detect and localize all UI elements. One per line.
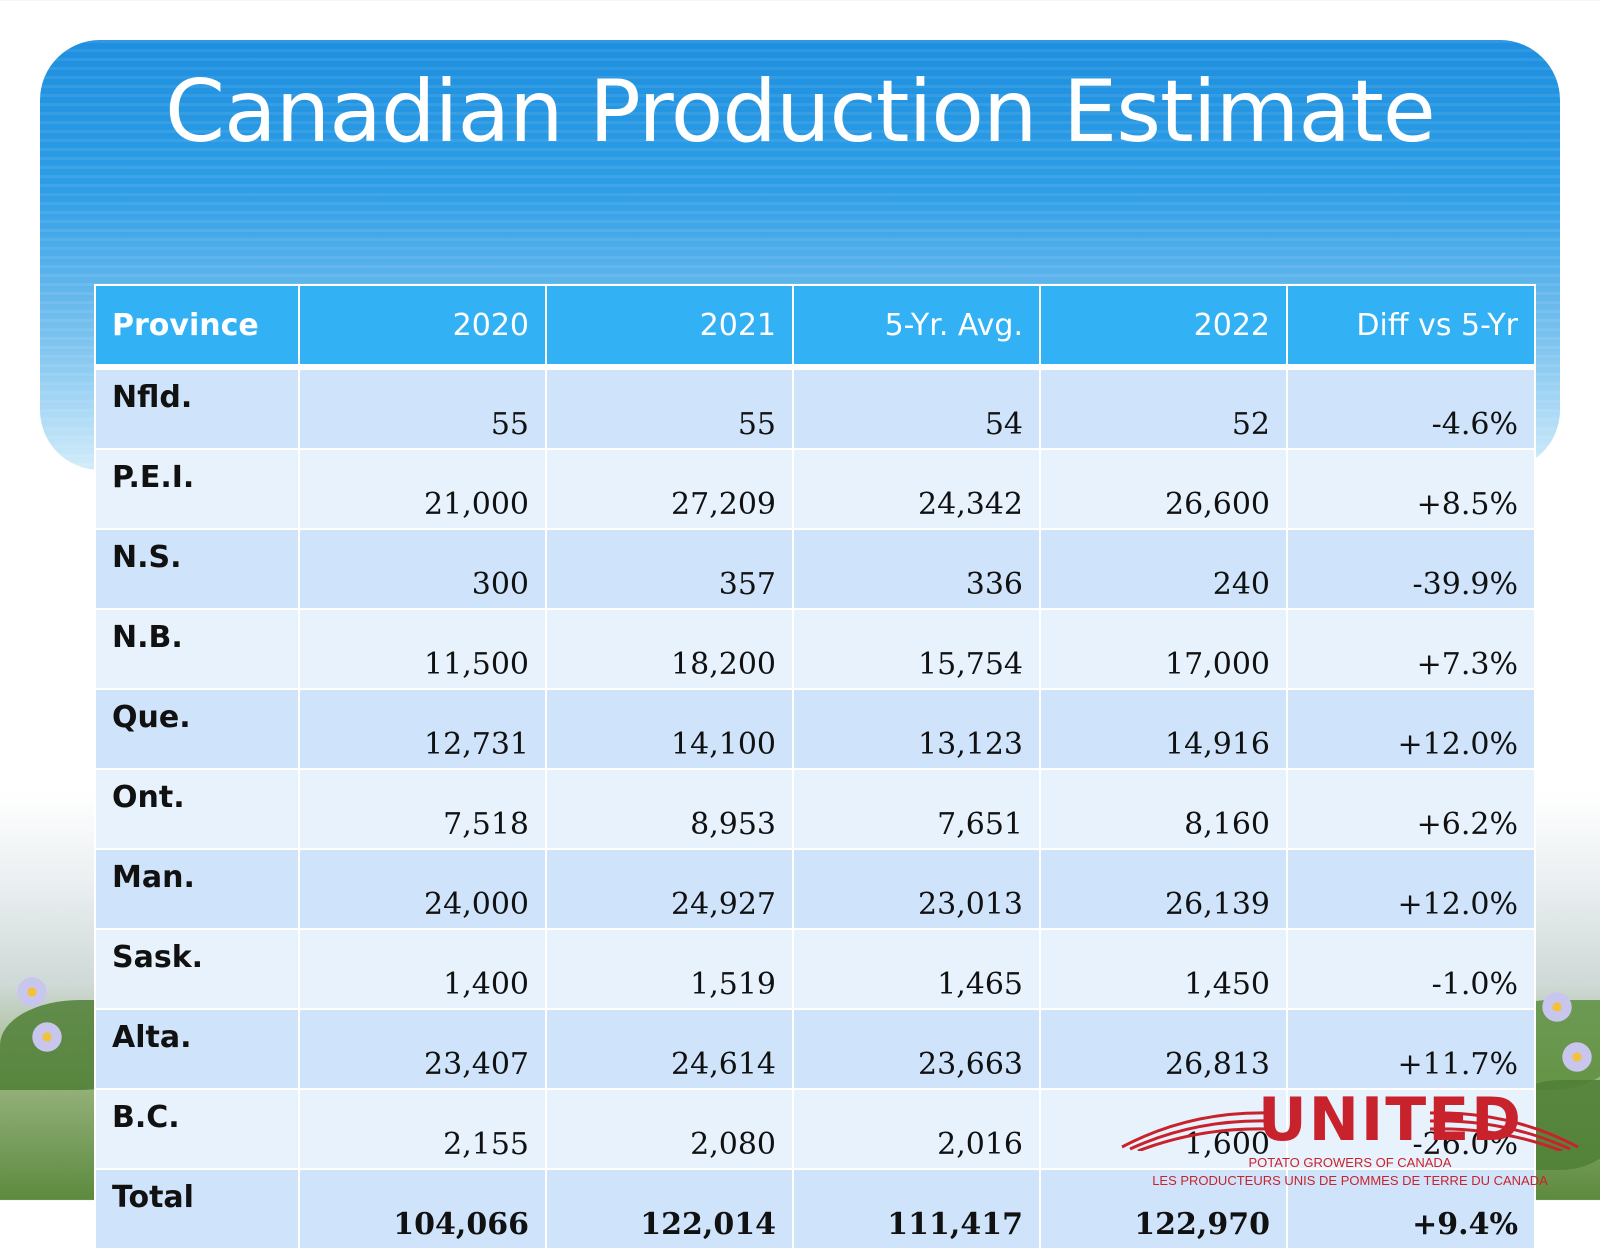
cell-2022: 52 <box>1039 366 1288 450</box>
cell-2020: 1,400 <box>298 928 547 1010</box>
table-row: Ont. 7,518 8,953 7,651 8,160 +6.2% <box>94 768 1536 850</box>
cell-5yr-avg: 7,651 <box>792 768 1041 850</box>
cell-5yr-avg: 111,417 <box>792 1168 1041 1250</box>
cell-2021: 27,209 <box>545 448 794 530</box>
cell-province: Man. <box>94 848 300 930</box>
table-row: N.S. 300 357 336 240 -39.9% <box>94 528 1536 610</box>
header-2020: 2020 <box>298 284 547 368</box>
header-diff: Diff vs 5-Yr <box>1286 284 1536 368</box>
cell-province: B.C. <box>94 1088 300 1170</box>
logo-wordmark: UNITED <box>1258 1085 1523 1155</box>
cell-2020: 21,000 <box>298 448 547 530</box>
cell-2021: 24,927 <box>545 848 794 930</box>
table-row: Alta. 23,407 24,614 23,663 26,813 +11.7% <box>94 1008 1536 1090</box>
cell-5yr-avg: 13,123 <box>792 688 1041 770</box>
cell-2020: 300 <box>298 528 547 610</box>
table-row: N.B. 11,500 18,200 15,754 17,000 +7.3% <box>94 608 1536 690</box>
cell-diff: -26.0% <box>1286 1088 1536 1170</box>
logo-french-line: LES PRODUCTEURS UNIS DE POMMES DE TERRE … <box>1152 1173 1548 1188</box>
cell-5yr-avg: 1,465 <box>792 928 1041 1010</box>
cell-diff: +8.5% <box>1286 448 1536 530</box>
cell-2021: 18,200 <box>545 608 794 690</box>
cell-5yr-avg: 24,342 <box>792 448 1041 530</box>
cell-5yr-avg: 2,016 <box>792 1088 1041 1170</box>
cell-5yr-avg: 15,754 <box>792 608 1041 690</box>
cell-province: P.E.I. <box>94 448 300 530</box>
cell-diff: +7.3% <box>1286 608 1536 690</box>
cell-2022: 14,916 <box>1039 688 1288 770</box>
header-province: Province <box>94 284 300 368</box>
cell-province: Ont. <box>94 768 300 850</box>
cell-5yr-avg: 54 <box>792 366 1041 450</box>
cell-2021: 14,100 <box>545 688 794 770</box>
cell-2022: 1,450 <box>1039 928 1288 1010</box>
cell-2020: 11,500 <box>298 608 547 690</box>
logo-swoosh-icon <box>1121 1111 1579 1151</box>
cell-diff: +6.2% <box>1286 768 1536 850</box>
cell-2020: 7,518 <box>298 768 547 850</box>
cell-2020: 24,000 <box>298 848 547 930</box>
cell-5yr-avg: 23,663 <box>792 1008 1041 1090</box>
table-row: Sask. 1,400 1,519 1,465 1,450 -1.0% <box>94 928 1536 1010</box>
cell-2022: 26,813 <box>1039 1008 1288 1090</box>
cell-province: Alta. <box>94 1008 300 1090</box>
cell-province: N.B. <box>94 608 300 690</box>
cell-2020: 12,731 <box>298 688 547 770</box>
header-2022: 2022 <box>1039 284 1288 368</box>
cell-2022: 240 <box>1039 528 1288 610</box>
production-table: Province 2020 2021 5-Yr. Avg. 2022 Diff … <box>94 284 1536 1250</box>
table-row: Que. 12,731 14,100 13,123 14,916 +12.0% <box>94 688 1536 770</box>
cell-2020: 104,066 <box>298 1168 547 1250</box>
cell-province: Total <box>94 1168 300 1250</box>
header-2021: 2021 <box>545 284 794 368</box>
cell-2021: 24,614 <box>545 1008 794 1090</box>
table-row: P.E.I. 21,000 27,209 24,342 26,600 +8.5% <box>94 448 1536 530</box>
cell-2021: 8,953 <box>545 768 794 850</box>
cell-2020: 2,155 <box>298 1088 547 1170</box>
united-potato-growers-logo: UNITED POTATO GROWERS OF CANADA LES PROD… <box>1120 1085 1580 1195</box>
cell-diff: -1.0% <box>1286 928 1536 1010</box>
cell-diff: -39.9% <box>1286 528 1536 610</box>
cell-diff: -4.6% <box>1286 366 1536 450</box>
table-row: Man. 24,000 24,927 23,013 26,139 +12.0% <box>94 848 1536 930</box>
cell-2021: 122,014 <box>545 1168 794 1250</box>
header-5yr-avg: 5-Yr. Avg. <box>792 284 1041 368</box>
cell-province: Nfld. <box>94 366 300 450</box>
cell-2022: 8,160 <box>1039 768 1288 850</box>
cell-diff: +11.7% <box>1286 1008 1536 1090</box>
cell-2021: 357 <box>545 528 794 610</box>
table-row: Nfld. 55 55 54 52 -4.6% <box>94 366 1536 450</box>
cell-2020: 23,407 <box>298 1008 547 1090</box>
cell-2021: 2,080 <box>545 1088 794 1170</box>
table-header-row: Province 2020 2021 5-Yr. Avg. 2022 Diff … <box>94 284 1536 368</box>
cell-2021: 1,519 <box>545 928 794 1010</box>
cell-province: Sask. <box>94 928 300 1010</box>
cell-2021: 55 <box>545 366 794 450</box>
cell-2020: 55 <box>298 366 547 450</box>
table-row: B.C. 2,155 2,080 2,016 1,600 -26.0% <box>94 1088 1536 1170</box>
cell-province: N.S. <box>94 528 300 610</box>
cell-5yr-avg: 336 <box>792 528 1041 610</box>
cell-2022: 26,139 <box>1039 848 1288 930</box>
slide-title: Canadian Production Estimate <box>165 62 1436 162</box>
cell-2022: 17,000 <box>1039 608 1288 690</box>
cell-diff: +12.0% <box>1286 688 1536 770</box>
cell-diff: +12.0% <box>1286 848 1536 930</box>
cell-2022: 26,600 <box>1039 448 1288 530</box>
logo-english-line: POTATO GROWERS OF CANADA <box>1248 1155 1452 1170</box>
cell-5yr-avg: 23,013 <box>792 848 1041 930</box>
cell-province: Que. <box>94 688 300 770</box>
